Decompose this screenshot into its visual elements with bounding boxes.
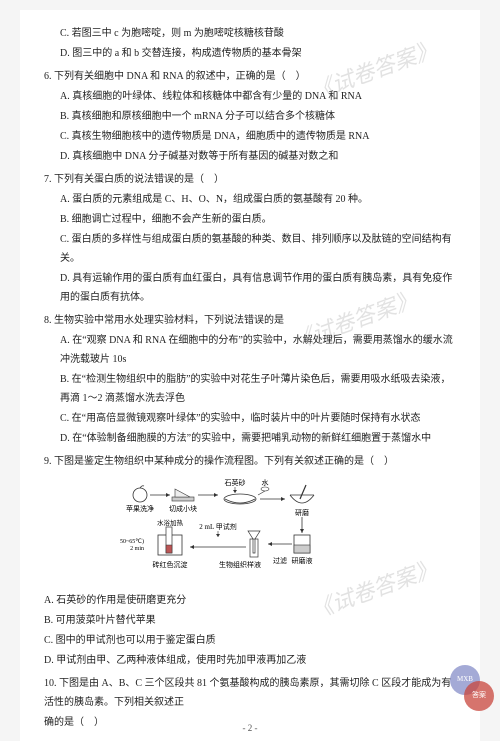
q7-option-b: B. 细胞调亡过程中，细胞不会产生新的蛋白质。 bbox=[44, 210, 456, 229]
q9-flow-figure: 苹果洗净 切成小块 石英砂 水 bbox=[120, 477, 380, 587]
fig-brick-label: 砖红色沉淀 bbox=[153, 560, 188, 569]
q10-stem-1: 10. 下图是由 A、B、C 三个区段共 81 个氨基酸构成的胰岛素原，其需切除… bbox=[44, 674, 456, 712]
q6-option-a: A. 真核细胞的叶绿体、线粒体和核糖体中都含有少量的 DNA 和 RNA bbox=[44, 87, 456, 106]
q5-option-c: C. 若图三中 c 为胞嘧啶，则 m 为胞嘧啶核糖核苷酸 bbox=[44, 24, 456, 43]
q9-option-a: A. 石英砂的作用是使研磨更充分 bbox=[44, 591, 456, 610]
q9-option-c: C. 图中的甲试剂也可以用于鉴定蛋白质 bbox=[44, 631, 456, 650]
q7-stem: 7. 下列有关蛋白质的说法错误的是（ ） bbox=[44, 170, 456, 189]
fig-apple-label: 苹果洗净 bbox=[126, 504, 154, 513]
fig-heat-time: 2 min bbox=[130, 546, 144, 552]
exam-page: 《试卷答案》 《试卷答案》 《试卷答案》 C. 若图三中 c 为胞嘧啶，则 m … bbox=[20, 10, 480, 741]
q5-option-d: D. 图三中的 a 和 b 交替连接，构成遗传物质的基本骨架 bbox=[44, 44, 456, 63]
fig-reagent-label: 2 mL 甲试剂 bbox=[199, 522, 236, 531]
fig-heat-temp: (50~65℃) bbox=[120, 538, 144, 545]
q8-option-b: B. 在“检测生物组织中的脂肪”的实验中对花生子叶薄片染色后，需要用吸水纸吸去染… bbox=[44, 370, 456, 408]
fig-water-label: 水 bbox=[262, 478, 269, 487]
fig-cut-label: 切成小块 bbox=[169, 504, 197, 513]
q6-option-b: B. 真核细胞和原核细胞中一个 mRNA 分子可以结合多个核糖体 bbox=[44, 107, 456, 126]
q8-option-a: A. 在“观察 DNA 和 RNA 在细胞中的分布”的实验中，水解处理后，需要用… bbox=[44, 331, 456, 369]
fig-sample-label: 生物组织样液 bbox=[219, 560, 261, 569]
q6-option-d: D. 真核细胞中 DNA 分子碱基对数等于所有基因的碱基对数之和 bbox=[44, 147, 456, 166]
q7-option-d: D. 具有运输作用的蛋白质有血红蛋白，具有信息调节作用的蛋白质有胰岛素，具有免疫… bbox=[44, 269, 456, 307]
fig-grind-label: 研磨 bbox=[295, 508, 309, 517]
fig-heat-label: 水浴加热 bbox=[157, 518, 184, 527]
fig-quartz-label: 石英砂 bbox=[225, 478, 246, 487]
q9-option-b: B. 可用菠菜叶片替代苹果 bbox=[44, 611, 156, 630]
q9-stem: 9. 下图是鉴定生物组织中某种成分的操作流程图。下列有关叙述正确的是（ ） bbox=[44, 452, 456, 471]
q8-option-c: C. 在“用高倍显微镜观察叶绿体”的实验中，临时装片中的叶片要随时保持有水状态 bbox=[44, 409, 456, 428]
page-number: - 2 - bbox=[243, 720, 258, 737]
q6-stem: 6. 下列有关细胞中 DNA 和 RNA 的叙述中，正确的是（ ） bbox=[44, 67, 456, 86]
q8-stem: 8. 生物实验中常用水处理实验材料，下列说法错误的是 bbox=[44, 311, 456, 330]
q7-option-c: C. 蛋白质的多样性与组成蛋白质的氨基酸的种类、数目、排列顺序以及肽链的空间结构… bbox=[44, 230, 456, 268]
q8-option-d: D. 在“体验制备细胞膜的方法”的实验中，需要把哺乳动物的新鲜红细胞置于蒸馏水中 bbox=[44, 429, 456, 448]
q9-option-d: D. 甲试剂由甲、乙两种液体组成，使用时先加甲液再加乙液 bbox=[44, 651, 456, 670]
fig-grindliq-label: 研磨液 bbox=[292, 556, 313, 565]
fig-filter-label: 过滤 bbox=[273, 556, 287, 565]
q6-option-c: C. 真核生物细胞核中的遗传物质是 DNA，细胞质中的遗传物质是 RNA bbox=[44, 127, 456, 146]
q7-option-a: A. 蛋白质的元素组成是 C、H、O、N，组成蛋白质的氨基酸有 20 种。 bbox=[44, 190, 456, 209]
